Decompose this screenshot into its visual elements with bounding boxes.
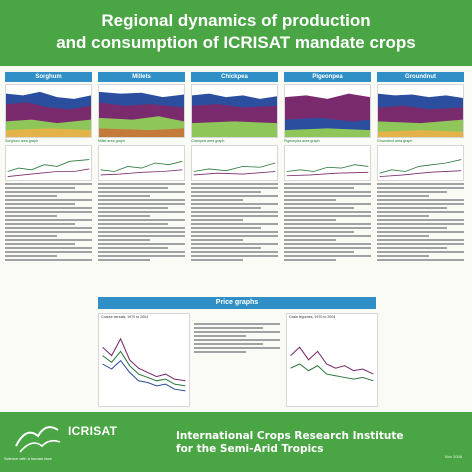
chart-caption: Pigeonpea area graph <box>284 139 320 143</box>
line-chart <box>377 145 464 181</box>
institute-name: International Crops Research Institute f… <box>176 430 404 456</box>
org-name: ICRISAT <box>68 424 118 438</box>
org-tagline: Science with a human face <box>4 456 52 461</box>
area-chart <box>98 84 185 138</box>
price-graphs-header: Price graphs <box>98 297 376 309</box>
crop-header: Millets <box>98 72 185 82</box>
text-block <box>284 183 371 261</box>
text-block <box>377 183 464 261</box>
icrisat-logo-icon <box>15 426 61 453</box>
institute-line1: International Crops Research Institute <box>176 430 404 442</box>
chart-caption: Groundnut area graph <box>377 139 413 143</box>
crop-header: Chickpea <box>191 72 278 82</box>
line-chart <box>191 145 278 181</box>
text-block <box>98 183 185 261</box>
price-chart-cereals: Coarse cereals, 1970 to 2004 <box>98 313 190 407</box>
price-chart-caption: Coarse cereals, 1970 to 2004 <box>101 315 149 319</box>
crop-header: Groundnut <box>377 72 464 82</box>
footer-band: ICRISAT Science with a human face Intern… <box>0 412 472 472</box>
price-chart-caption: Grain legumes, 1970 to 2004 <box>289 315 336 319</box>
chart-caption: Sorghum area graph <box>5 139 38 143</box>
line-chart <box>98 145 185 181</box>
header-band: Regional dynamics of production and cons… <box>0 0 472 66</box>
line-chart <box>284 145 371 181</box>
crop-header: Sorghum <box>5 72 92 82</box>
text-block <box>191 183 278 261</box>
column-sorghum: Sorghum Sorghum area graph <box>5 72 92 290</box>
crop-header: Pigeonpea <box>284 72 371 82</box>
column-groundnut: Groundnut Groundnut area graph <box>377 72 464 290</box>
poster-title-line2: and consumption of ICRISAT mandate crops <box>56 33 416 52</box>
price-chart-legumes: Grain legumes, 1970 to 2004 <box>286 313 378 407</box>
text-block <box>190 315 284 361</box>
column-pigeonpea: Pigeonpea Pigeonpea area graph <box>284 72 371 290</box>
line-chart <box>5 145 92 181</box>
area-chart <box>284 84 371 138</box>
column-chickpea: Chickpea Chickpea area graph <box>191 72 278 290</box>
institute-line2: for the Semi-Arid Tropics <box>176 443 324 455</box>
poster-date: Nov 2008 <box>444 454 462 459</box>
price-notes <box>190 313 284 405</box>
area-chart <box>5 84 92 138</box>
area-chart <box>377 84 464 138</box>
poster-title-line1: Regional dynamics of production <box>101 11 371 30</box>
area-chart <box>191 84 278 138</box>
chart-caption: Chickpea area graph <box>191 139 225 143</box>
chart-caption: Millet area graph <box>98 139 125 143</box>
text-block <box>5 183 92 261</box>
column-millets: Millets Millet area graph <box>98 72 185 290</box>
